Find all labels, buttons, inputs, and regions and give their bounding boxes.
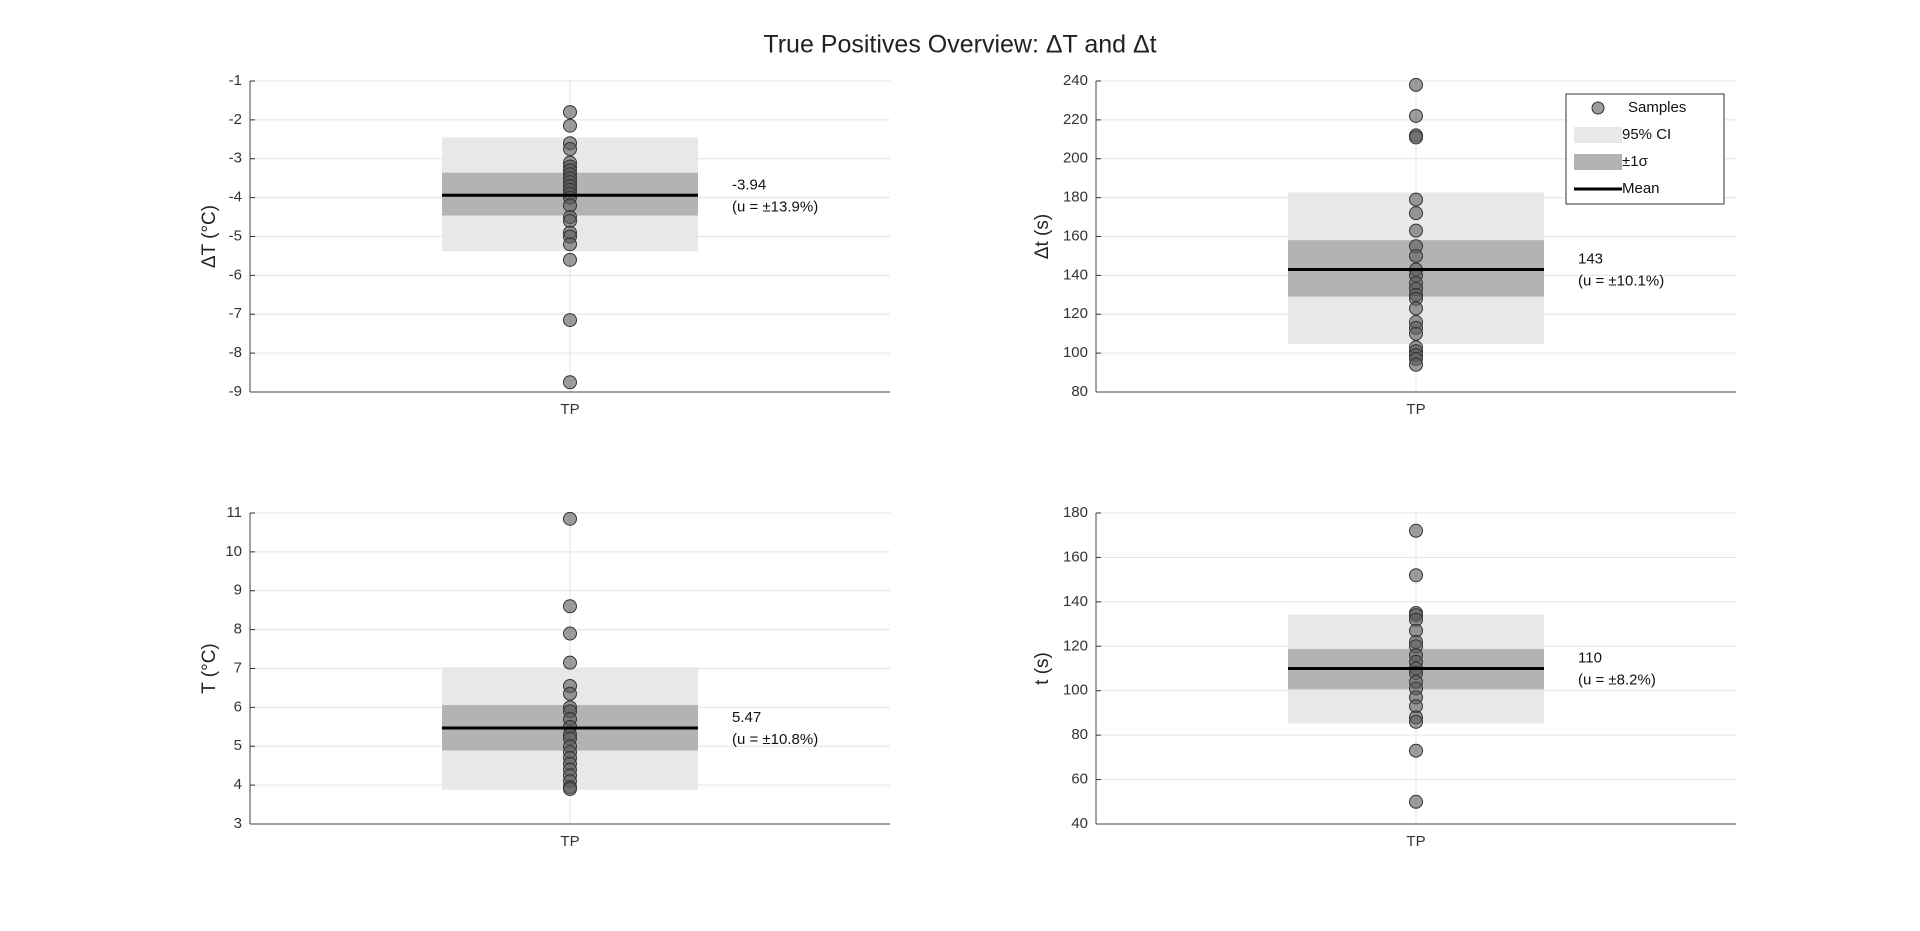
x-tick-label: TP bbox=[560, 401, 579, 418]
sample-point bbox=[563, 313, 577, 328]
figure-title: True Positives Overview: ΔT and Δt bbox=[763, 31, 1156, 59]
x-tick-label: TP bbox=[1406, 833, 1425, 850]
sample-point bbox=[563, 782, 577, 797]
legend-symbol bbox=[1574, 154, 1622, 170]
y-tick-label: -3 bbox=[229, 150, 242, 167]
y-tick-label: -8 bbox=[229, 344, 242, 361]
sample-point bbox=[563, 105, 577, 120]
sample-point bbox=[563, 655, 577, 670]
y-tick-label: -7 bbox=[229, 305, 242, 322]
sample-point bbox=[1409, 192, 1423, 207]
sample-point bbox=[1409, 714, 1423, 729]
sample-point bbox=[1409, 77, 1423, 92]
y-tick-label: 9 bbox=[234, 582, 242, 599]
y-tick-label: 120 bbox=[1063, 637, 1088, 654]
sample-point bbox=[563, 375, 577, 390]
y-axis-label: T (°C) bbox=[199, 643, 220, 694]
sample-point bbox=[563, 118, 577, 133]
sample-point bbox=[563, 237, 577, 252]
y-tick-label: 60 bbox=[1071, 771, 1088, 788]
y-tick-label: -5 bbox=[229, 227, 242, 244]
sample-point bbox=[1409, 326, 1423, 341]
x-tick-label: TP bbox=[560, 833, 579, 850]
y-tick-label: -9 bbox=[229, 383, 242, 400]
y-tick-label: -1 bbox=[229, 72, 242, 89]
y-tick-label: 3 bbox=[234, 815, 242, 832]
sample-point bbox=[563, 142, 577, 157]
y-tick-label: 160 bbox=[1063, 548, 1088, 565]
mean-label: 110 bbox=[1578, 649, 1602, 666]
mean-label: 143 bbox=[1578, 251, 1603, 268]
y-tick-label: 7 bbox=[234, 659, 242, 676]
y-tick-label: 200 bbox=[1063, 150, 1088, 167]
sample-point bbox=[563, 626, 577, 641]
uncertainty-label: (u = ±13.9%) bbox=[732, 198, 818, 215]
y-tick-label: -4 bbox=[229, 189, 242, 206]
sample-point bbox=[563, 599, 577, 614]
y-tick-label: 100 bbox=[1063, 344, 1088, 361]
y-tick-label: 120 bbox=[1063, 305, 1088, 322]
y-tick-label: 80 bbox=[1071, 726, 1088, 743]
mean-label: -3.94 bbox=[732, 176, 766, 193]
legend-box bbox=[1565, 93, 1725, 205]
y-tick-label: 40 bbox=[1071, 815, 1088, 832]
sample-point bbox=[563, 198, 577, 213]
y-tick-label: 11 bbox=[226, 504, 242, 521]
y-tick-label: -6 bbox=[229, 266, 242, 283]
y-axis-label: ΔT (°C) bbox=[199, 205, 220, 268]
sample-point bbox=[1409, 794, 1423, 809]
sample-point bbox=[1409, 248, 1423, 263]
sample-point bbox=[1409, 108, 1423, 123]
uncertainty-label: (u = ±8.2%) bbox=[1578, 671, 1656, 688]
y-tick-label: 4 bbox=[234, 776, 242, 793]
sample-point bbox=[1409, 568, 1423, 583]
uncertainty-label: (u = ±10.1%) bbox=[1578, 273, 1664, 290]
sample-point bbox=[1409, 223, 1423, 238]
x-tick-label: TP bbox=[1406, 401, 1425, 418]
sample-point bbox=[563, 213, 577, 228]
y-tick-label: 100 bbox=[1063, 682, 1088, 699]
sample-point bbox=[1409, 743, 1423, 758]
y-tick-label: 160 bbox=[1063, 227, 1088, 244]
sample-point bbox=[563, 252, 577, 267]
y-tick-label: 6 bbox=[234, 698, 242, 715]
legend-label: ±1σ bbox=[1622, 153, 1649, 170]
y-tick-label: 180 bbox=[1063, 504, 1088, 521]
y-tick-label: 10 bbox=[225, 543, 242, 560]
y-tick-label: 8 bbox=[234, 621, 242, 638]
legend-symbol bbox=[1574, 127, 1622, 143]
y-tick-label: 5 bbox=[234, 737, 242, 754]
sample-point bbox=[1409, 301, 1423, 316]
sample-point bbox=[1409, 130, 1423, 145]
uncertainty-label: (u = ±10.8%) bbox=[732, 731, 818, 748]
y-tick-label: 180 bbox=[1063, 189, 1088, 206]
y-axis-label: Δt (s) bbox=[1032, 214, 1053, 259]
y-tick-label: 220 bbox=[1063, 111, 1088, 128]
sample-point bbox=[1409, 206, 1423, 221]
legend-symbol bbox=[1591, 101, 1605, 115]
sample-point bbox=[1409, 357, 1423, 372]
sample-point bbox=[563, 511, 577, 526]
sample-point bbox=[1409, 523, 1423, 538]
y-tick-label: 240 bbox=[1063, 72, 1088, 89]
y-axis-label: t (s) bbox=[1032, 652, 1053, 685]
y-tick-label: 80 bbox=[1071, 383, 1088, 400]
sample-point bbox=[563, 686, 577, 701]
legend-label: 95% CI bbox=[1622, 126, 1671, 143]
y-tick-label: -2 bbox=[229, 111, 242, 128]
y-tick-label: 140 bbox=[1063, 593, 1088, 610]
mean-label: 5.47 bbox=[732, 709, 761, 726]
legend-label: Samples bbox=[1628, 99, 1686, 116]
legend-label: Mean bbox=[1622, 180, 1660, 197]
y-tick-label: 140 bbox=[1063, 266, 1088, 283]
